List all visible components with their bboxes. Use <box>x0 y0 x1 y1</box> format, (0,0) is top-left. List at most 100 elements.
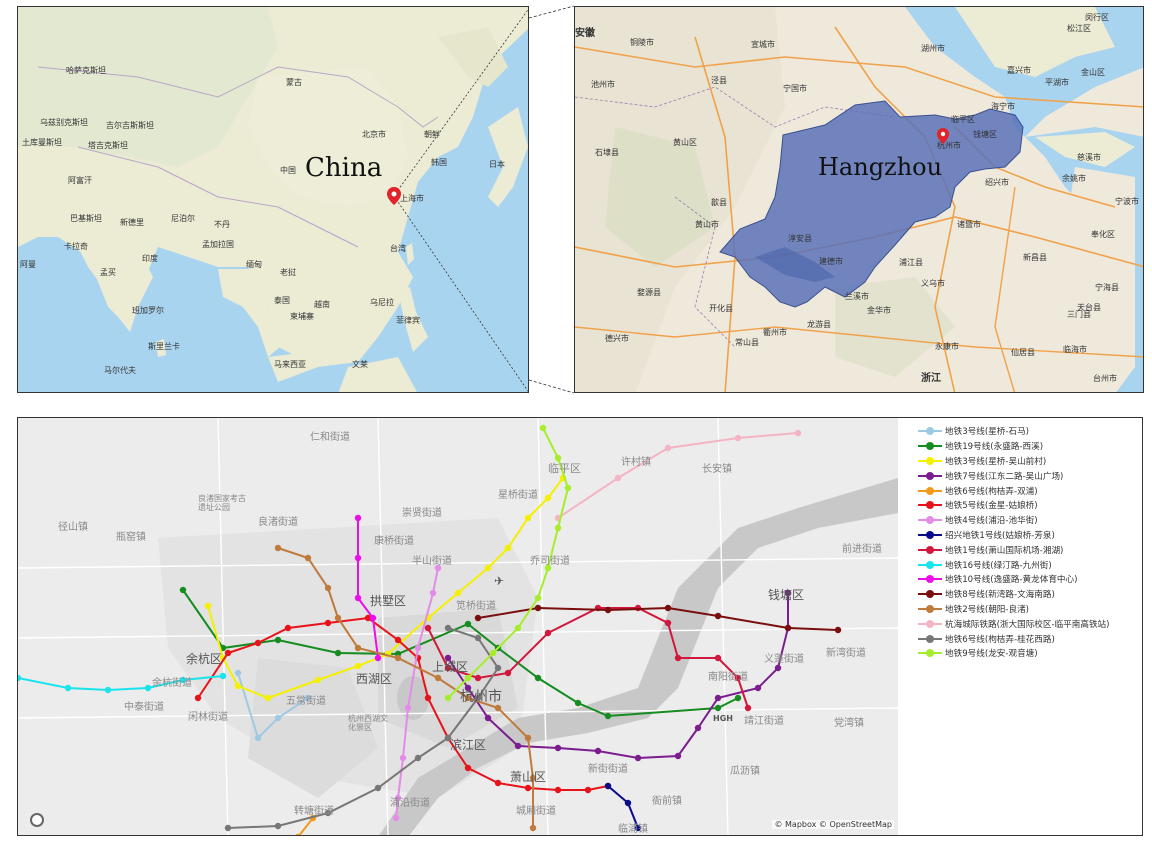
metro-station[interactable] <box>734 434 742 442</box>
metro-station[interactable] <box>104 686 112 694</box>
metro-station[interactable] <box>544 564 552 572</box>
metro-station[interactable] <box>234 669 242 677</box>
legend-item[interactable]: 杭海城际铁路(浙大国际校区-临平南高铁站) <box>918 616 1138 631</box>
metro-station[interactable] <box>354 514 362 522</box>
metro-station[interactable] <box>784 624 792 632</box>
legend-item[interactable]: 地铁2号线(朝阳-良渚) <box>918 602 1138 617</box>
metro-station[interactable] <box>734 674 742 682</box>
metro-station[interactable] <box>399 754 407 762</box>
metro-station[interactable] <box>614 474 622 482</box>
metro-station[interactable] <box>374 784 382 792</box>
metro-station[interactable] <box>394 794 402 802</box>
metro-station[interactable] <box>404 704 412 712</box>
metro-station[interactable] <box>295 833 301 836</box>
metro-station[interactable] <box>524 734 532 742</box>
metro-station[interactable] <box>434 564 442 572</box>
metro-station[interactable] <box>179 586 187 594</box>
metro-station[interactable] <box>464 620 472 628</box>
metro-station[interactable] <box>534 674 542 682</box>
metro-station[interactable] <box>414 644 422 652</box>
metro-station[interactable] <box>354 662 362 670</box>
metro-station[interactable] <box>194 694 202 702</box>
hangzhou-metro-map[interactable]: 仁和街道 临平区 许村镇 长安镇 星桥街道 径山镇 良渚街道 良渚国家考古遗址公… <box>17 417 1143 836</box>
metro-station[interactable] <box>544 629 552 637</box>
metro-station[interactable] <box>554 454 562 462</box>
metro-station[interactable] <box>514 742 522 750</box>
metro-station[interactable] <box>714 654 722 662</box>
legend-item[interactable]: 地铁7号线(江东二路-吴山广场) <box>918 468 1138 483</box>
metro-station[interactable] <box>274 822 282 830</box>
metro-station[interactable] <box>424 624 432 632</box>
metro-station[interactable] <box>464 694 472 702</box>
map-attribution[interactable]: © Mapbox © OpenStreetMap <box>772 820 894 829</box>
metro-station[interactable] <box>484 714 492 722</box>
metro-station[interactable] <box>224 649 232 657</box>
metro-station[interactable] <box>494 779 502 787</box>
metro-station[interactable] <box>284 624 292 632</box>
metro-station[interactable] <box>274 714 282 722</box>
metro-station[interactable] <box>369 614 377 622</box>
metro-station[interactable] <box>324 809 332 817</box>
metro-station[interactable] <box>464 674 472 682</box>
metro-station[interactable] <box>604 606 612 614</box>
metro-station[interactable] <box>514 624 522 632</box>
metro-station[interactable] <box>314 676 322 684</box>
metro-station[interactable] <box>664 444 672 452</box>
metro-station[interactable] <box>604 712 612 720</box>
metro-station[interactable] <box>524 784 532 792</box>
mapbox-logo-icon[interactable] <box>30 813 44 827</box>
metro-station[interactable] <box>504 669 512 677</box>
metro-station[interactable] <box>634 824 642 832</box>
metro-station[interactable] <box>179 676 187 684</box>
metro-station[interactable] <box>714 704 722 712</box>
metro-station[interactable] <box>354 554 362 562</box>
metro-station[interactable] <box>204 602 212 610</box>
metro-station[interactable] <box>744 704 752 712</box>
metro-station[interactable] <box>454 589 462 597</box>
metro-station[interactable] <box>374 654 382 662</box>
metro-station[interactable] <box>334 649 342 657</box>
metro-station[interactable] <box>774 664 782 672</box>
metro-station[interactable] <box>534 604 542 612</box>
metro-station[interactable] <box>274 544 282 552</box>
legend-item[interactable]: 地铁5号线(金星-姑娘桥) <box>918 498 1138 513</box>
metro-line[interactable] <box>18 675 224 692</box>
metro-station[interactable] <box>489 649 497 657</box>
metro-station[interactable] <box>504 544 512 552</box>
metro-line[interactable] <box>298 817 314 836</box>
metro-station[interactable] <box>494 704 502 712</box>
metro-station[interactable] <box>354 644 362 652</box>
metro-station[interactable] <box>464 764 472 772</box>
metro-station[interactable] <box>604 782 612 790</box>
legend-item[interactable]: 地铁16号线(绿汀路-九州街) <box>918 557 1138 572</box>
metro-station[interactable] <box>714 612 722 620</box>
metro-station[interactable] <box>794 429 802 437</box>
metro-station[interactable] <box>224 824 232 832</box>
metro-station[interactable] <box>674 752 682 760</box>
metro-station[interactable] <box>624 799 632 807</box>
metro-line[interactable] <box>207 477 564 700</box>
metro-station[interactable] <box>484 564 492 572</box>
legend-item[interactable]: 地铁6号线(枸桔弄-双浦) <box>918 483 1138 498</box>
legend-item[interactable]: 绍兴地铁1号线(姑娘桥-芳泉) <box>918 528 1138 543</box>
metro-line[interactable] <box>277 547 534 828</box>
metro-station[interactable] <box>394 654 402 662</box>
metro-station[interactable] <box>444 694 452 702</box>
metro-line[interactable] <box>237 672 309 740</box>
metro-station[interactable] <box>414 754 422 762</box>
metro-station[interactable] <box>534 594 542 602</box>
metro-station[interactable] <box>674 654 682 662</box>
legend-item[interactable]: 地铁3号线(星桥-吴山前村) <box>918 454 1138 469</box>
legend-item[interactable]: 地铁4号线(浦沿-池华街) <box>918 513 1138 528</box>
legend-item[interactable]: 地铁10号线(逸盛路-黄龙体育中心) <box>918 572 1138 587</box>
metro-station[interactable] <box>434 674 442 682</box>
metro-station[interactable] <box>544 494 552 502</box>
metro-station[interactable] <box>584 786 592 794</box>
metro-station[interactable] <box>529 824 537 832</box>
metro-station[interactable] <box>474 634 482 642</box>
metro-station[interactable] <box>834 626 842 634</box>
metro-line[interactable] <box>447 593 789 760</box>
metro-station[interactable] <box>219 672 227 680</box>
metro-station[interactable] <box>304 694 312 702</box>
metro-line[interactable] <box>197 616 609 791</box>
